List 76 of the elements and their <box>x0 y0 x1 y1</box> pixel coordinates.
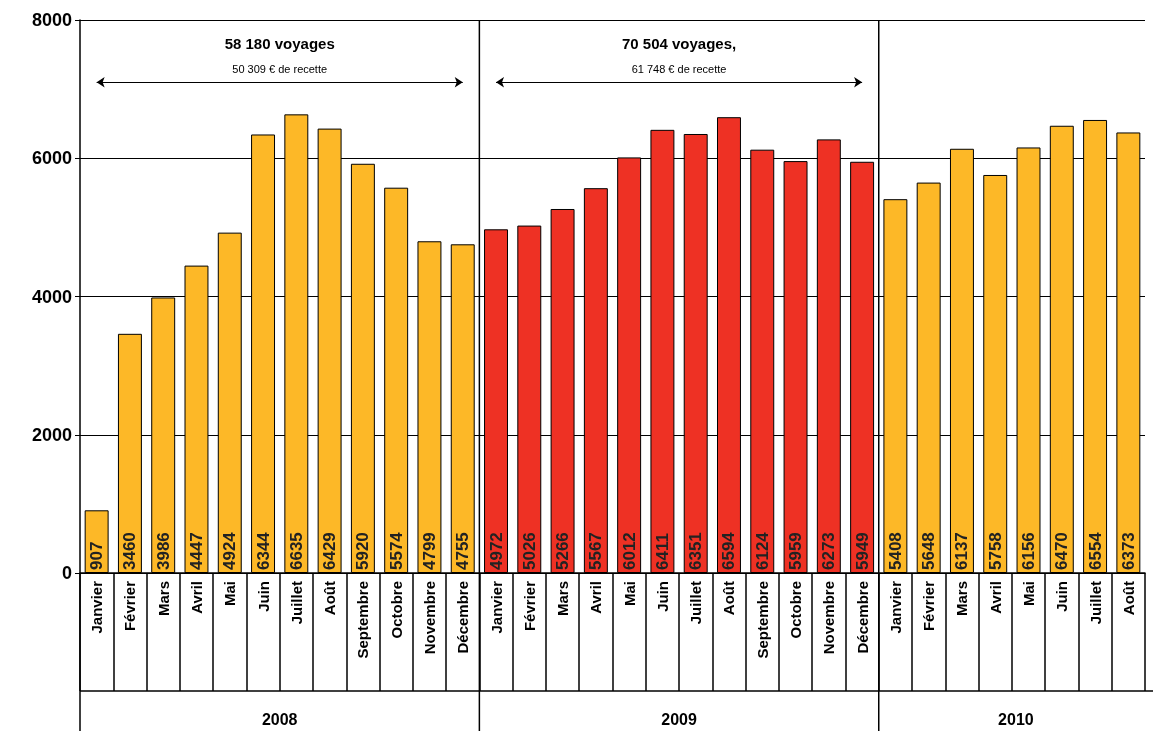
x-tick-label: Mai <box>1020 581 1038 607</box>
x-tick-label: Avril <box>587 581 605 614</box>
x-tick-label: Septembre <box>354 581 372 659</box>
x-tick-label: Octobre <box>387 581 405 639</box>
annotation: 61 748 € de recette <box>631 63 727 75</box>
data-label: 6124 <box>752 531 772 570</box>
data-label: 3986 <box>153 532 173 570</box>
x-tick-label: Mars <box>154 581 172 617</box>
x-tick-label: Octobre <box>787 581 805 639</box>
x-tick-label: Juillet <box>287 581 305 625</box>
data-label: 5648 <box>919 532 939 570</box>
annotation: 70 504 voyages, <box>621 34 737 52</box>
x-tick-label: Juin <box>1053 581 1071 612</box>
data-label: 6373 <box>1118 532 1138 570</box>
annotation: 50 309 € de recette <box>232 63 328 75</box>
data-label: 4924 <box>220 531 240 570</box>
data-label: 6273 <box>819 532 839 570</box>
data-label: 5949 <box>852 532 872 570</box>
x-tick-label: Juillet <box>687 581 705 625</box>
annotation: 58 180 voyages <box>224 34 335 52</box>
x-tick-label: Septembre <box>753 581 771 659</box>
x-tick-label: Décembre <box>454 581 472 654</box>
data-label: 4799 <box>419 532 439 570</box>
data-label: 5408 <box>885 532 905 570</box>
data-label: 6554 <box>1085 531 1105 570</box>
x-tick-label: Août <box>321 581 339 616</box>
y-tick-label: 6000 <box>31 148 72 169</box>
y-tick-label: 8000 <box>31 10 72 30</box>
data-label: 6137 <box>952 532 972 570</box>
data-label: 6470 <box>1052 532 1072 570</box>
data-label: 5758 <box>985 532 1005 570</box>
data-label: 6429 <box>320 532 340 570</box>
x-tick-label: Février <box>520 580 538 632</box>
x-tick-label: Mars <box>554 581 572 617</box>
data-label: 907 <box>87 541 107 570</box>
data-label: 4755 <box>453 532 473 570</box>
x-tick-label: Août <box>1119 581 1137 616</box>
data-label: 5920 <box>353 532 373 570</box>
data-label: 5266 <box>553 532 573 570</box>
x-tick-label: Janvier <box>88 580 106 634</box>
x-tick-label: Juillet <box>1086 581 1104 625</box>
data-label: 4447 <box>186 532 206 570</box>
x-tick-label: Février <box>121 580 139 632</box>
x-tick-label: Mars <box>953 581 971 617</box>
data-label: 5026 <box>519 532 539 570</box>
data-label: 5567 <box>586 532 606 570</box>
data-label: 6156 <box>1019 532 1039 570</box>
x-tick-label: Novembre <box>820 581 838 655</box>
x-tick-label: Août <box>720 581 738 616</box>
data-label: 6411 <box>652 533 672 570</box>
x-tick-label: Novembre <box>420 581 438 655</box>
x-tick-label: Avril <box>986 581 1004 614</box>
x-tick-label: Janvier <box>487 580 505 634</box>
x-tick-label: Mai <box>620 581 638 607</box>
x-tick-label: Mai <box>221 581 239 607</box>
data-label: 6351 <box>686 532 706 570</box>
data-label: 6344 <box>253 531 273 570</box>
text: 2008 <box>261 710 298 728</box>
y-tick-label: 4000 <box>31 286 72 307</box>
data-label: 6594 <box>719 531 739 570</box>
x-tick-label: Juin <box>653 581 671 612</box>
y-tick-label: 0 <box>61 563 72 583</box>
data-label: 6635 <box>286 532 306 570</box>
y-tick-label: 2000 <box>31 424 72 445</box>
text: 2009 <box>661 710 697 728</box>
data-label: 3460 <box>120 532 140 570</box>
x-tick-label: Janvier <box>886 580 904 634</box>
x-tick-label: Février <box>920 580 938 632</box>
data-label: 5959 <box>786 532 806 570</box>
x-tick-label: Décembre <box>853 581 871 654</box>
x-tick-label: Juin <box>254 581 272 612</box>
data-label: 4972 <box>486 532 506 570</box>
data-label: 6012 <box>619 532 639 570</box>
text: 2010 <box>998 710 1034 728</box>
data-label: 5574 <box>386 531 406 570</box>
x-tick-label: Avril <box>187 581 205 614</box>
